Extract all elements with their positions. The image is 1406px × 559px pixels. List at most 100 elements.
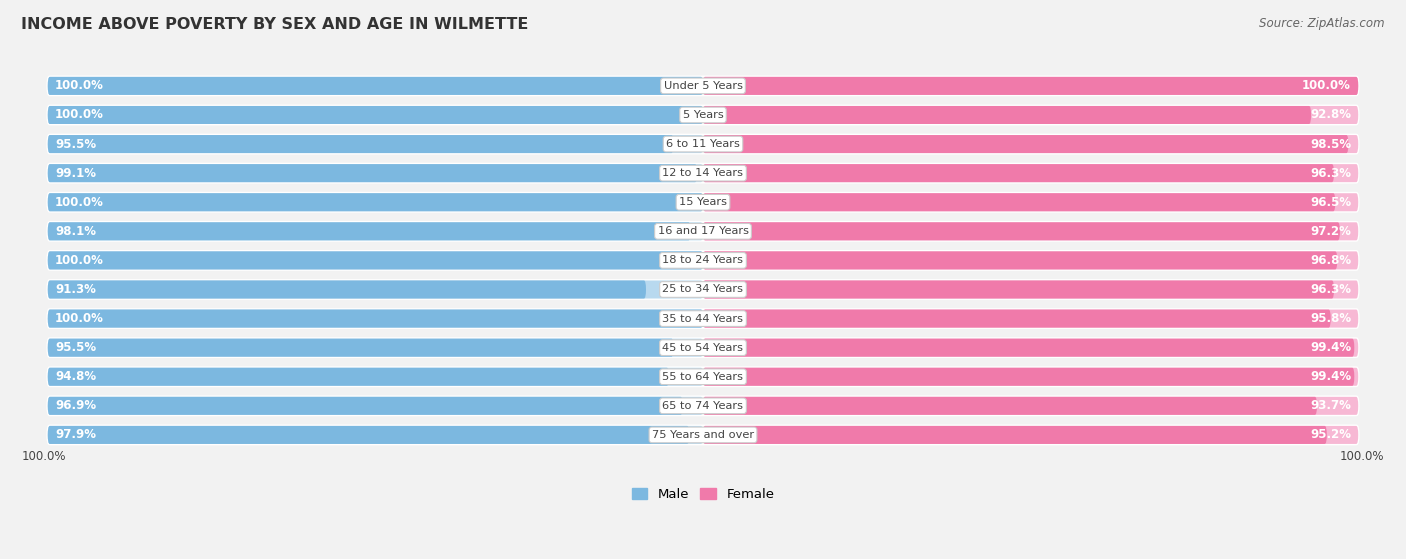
- FancyBboxPatch shape: [48, 281, 703, 299]
- FancyBboxPatch shape: [703, 339, 1358, 357]
- FancyBboxPatch shape: [703, 397, 1358, 415]
- Text: 97.2%: 97.2%: [1310, 225, 1351, 238]
- Text: 100.0%: 100.0%: [21, 450, 66, 463]
- Text: 99.1%: 99.1%: [55, 167, 96, 179]
- FancyBboxPatch shape: [48, 339, 1358, 357]
- Text: INCOME ABOVE POVERTY BY SEX AND AGE IN WILMETTE: INCOME ABOVE POVERTY BY SEX AND AGE IN W…: [21, 17, 529, 32]
- FancyBboxPatch shape: [48, 426, 1358, 444]
- FancyBboxPatch shape: [48, 310, 1358, 328]
- FancyBboxPatch shape: [48, 106, 703, 124]
- FancyBboxPatch shape: [48, 164, 703, 182]
- Text: 92.8%: 92.8%: [1310, 108, 1351, 121]
- Text: 18 to 24 Years: 18 to 24 Years: [662, 255, 744, 266]
- FancyBboxPatch shape: [48, 310, 703, 328]
- FancyBboxPatch shape: [703, 368, 1354, 386]
- FancyBboxPatch shape: [48, 281, 645, 299]
- FancyBboxPatch shape: [48, 193, 1358, 211]
- Text: Under 5 Years: Under 5 Years: [664, 81, 742, 91]
- Text: 94.8%: 94.8%: [55, 370, 96, 383]
- FancyBboxPatch shape: [703, 222, 1358, 240]
- Text: 96.3%: 96.3%: [1310, 283, 1351, 296]
- FancyBboxPatch shape: [48, 135, 673, 153]
- Text: Source: ZipAtlas.com: Source: ZipAtlas.com: [1260, 17, 1385, 30]
- Text: 95.5%: 95.5%: [55, 341, 96, 354]
- FancyBboxPatch shape: [703, 339, 1354, 357]
- FancyBboxPatch shape: [703, 368, 1358, 386]
- FancyBboxPatch shape: [48, 106, 1358, 124]
- Text: 100.0%: 100.0%: [55, 79, 104, 92]
- Text: 5 Years: 5 Years: [683, 110, 723, 120]
- Legend: Male, Female: Male, Female: [626, 483, 780, 506]
- FancyBboxPatch shape: [48, 426, 689, 444]
- Text: 95.8%: 95.8%: [1310, 312, 1351, 325]
- FancyBboxPatch shape: [48, 193, 703, 211]
- FancyBboxPatch shape: [703, 310, 1358, 328]
- FancyBboxPatch shape: [48, 339, 673, 357]
- FancyBboxPatch shape: [48, 77, 1358, 95]
- Text: 99.4%: 99.4%: [1310, 341, 1351, 354]
- FancyBboxPatch shape: [703, 106, 1358, 124]
- Text: 95.2%: 95.2%: [1310, 428, 1351, 442]
- FancyBboxPatch shape: [48, 193, 703, 211]
- FancyBboxPatch shape: [48, 368, 669, 386]
- Text: 45 to 54 Years: 45 to 54 Years: [662, 343, 744, 353]
- FancyBboxPatch shape: [703, 77, 1358, 95]
- FancyBboxPatch shape: [48, 397, 683, 415]
- FancyBboxPatch shape: [48, 339, 703, 357]
- FancyBboxPatch shape: [703, 281, 1334, 299]
- Text: 98.5%: 98.5%: [1310, 138, 1351, 150]
- Text: 100.0%: 100.0%: [55, 196, 104, 209]
- FancyBboxPatch shape: [48, 164, 1358, 182]
- FancyBboxPatch shape: [48, 252, 703, 269]
- FancyBboxPatch shape: [48, 222, 703, 240]
- FancyBboxPatch shape: [703, 426, 1358, 444]
- FancyBboxPatch shape: [48, 77, 703, 95]
- Text: 100.0%: 100.0%: [1302, 79, 1351, 92]
- FancyBboxPatch shape: [703, 252, 1337, 269]
- FancyBboxPatch shape: [703, 193, 1336, 211]
- Text: 100.0%: 100.0%: [1340, 450, 1385, 463]
- Text: 97.9%: 97.9%: [55, 428, 96, 442]
- FancyBboxPatch shape: [703, 193, 1358, 211]
- Text: 95.5%: 95.5%: [55, 138, 96, 150]
- FancyBboxPatch shape: [48, 252, 703, 269]
- FancyBboxPatch shape: [48, 222, 690, 240]
- Text: 12 to 14 Years: 12 to 14 Years: [662, 168, 744, 178]
- FancyBboxPatch shape: [48, 397, 1358, 415]
- FancyBboxPatch shape: [48, 368, 1358, 386]
- Text: 99.4%: 99.4%: [1310, 370, 1351, 383]
- FancyBboxPatch shape: [703, 135, 1348, 153]
- Text: 100.0%: 100.0%: [55, 312, 104, 325]
- FancyBboxPatch shape: [703, 106, 1310, 124]
- FancyBboxPatch shape: [703, 252, 1358, 269]
- Text: 96.5%: 96.5%: [1310, 196, 1351, 209]
- Text: 25 to 34 Years: 25 to 34 Years: [662, 285, 744, 295]
- FancyBboxPatch shape: [48, 281, 1358, 299]
- FancyBboxPatch shape: [48, 77, 703, 95]
- Text: 65 to 74 Years: 65 to 74 Years: [662, 401, 744, 411]
- Text: 100.0%: 100.0%: [55, 108, 104, 121]
- Text: 96.9%: 96.9%: [55, 399, 96, 413]
- FancyBboxPatch shape: [703, 310, 1330, 328]
- FancyBboxPatch shape: [48, 368, 703, 386]
- Text: 15 Years: 15 Years: [679, 197, 727, 207]
- Text: 96.8%: 96.8%: [1310, 254, 1351, 267]
- FancyBboxPatch shape: [48, 164, 697, 182]
- FancyBboxPatch shape: [48, 310, 703, 328]
- FancyBboxPatch shape: [703, 164, 1334, 182]
- FancyBboxPatch shape: [48, 397, 703, 415]
- FancyBboxPatch shape: [48, 106, 703, 124]
- Text: 96.3%: 96.3%: [1310, 167, 1351, 179]
- FancyBboxPatch shape: [703, 135, 1358, 153]
- Text: 35 to 44 Years: 35 to 44 Years: [662, 314, 744, 324]
- FancyBboxPatch shape: [48, 252, 1358, 269]
- Text: 93.7%: 93.7%: [1310, 399, 1351, 413]
- Text: 91.3%: 91.3%: [55, 283, 96, 296]
- FancyBboxPatch shape: [703, 77, 1358, 95]
- FancyBboxPatch shape: [48, 135, 703, 153]
- Text: 75 Years and over: 75 Years and over: [652, 430, 754, 440]
- FancyBboxPatch shape: [48, 135, 1358, 153]
- Text: 55 to 64 Years: 55 to 64 Years: [662, 372, 744, 382]
- Text: 98.1%: 98.1%: [55, 225, 96, 238]
- FancyBboxPatch shape: [48, 426, 703, 444]
